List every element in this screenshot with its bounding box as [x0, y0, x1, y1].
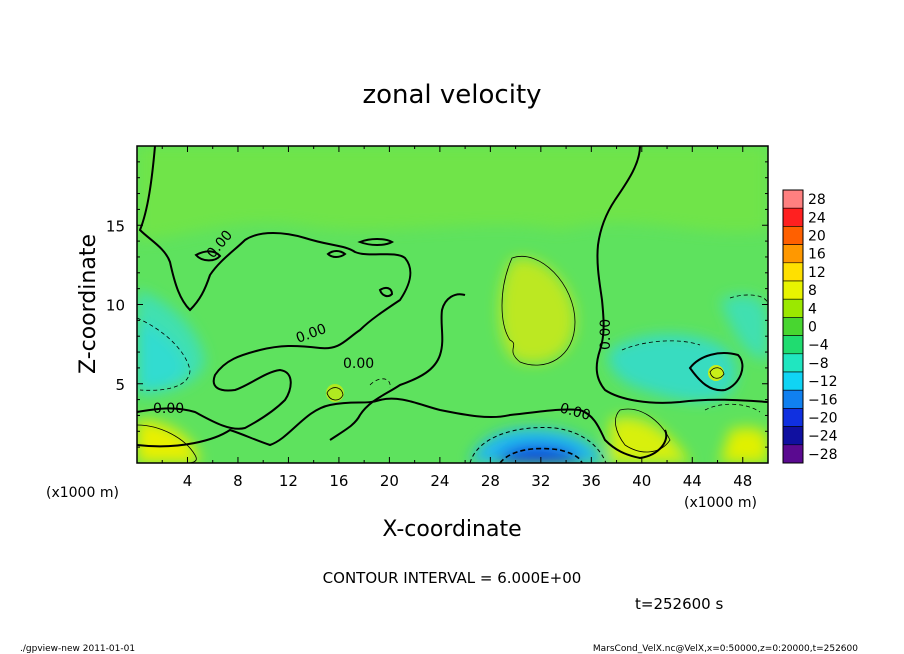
- x-axis: 4 8 12 16 20 24 28 32 36 40 44 48: [161, 146, 752, 490]
- contour-zero-mid: [137, 397, 668, 460]
- field-region-yellow-left: [137, 420, 200, 463]
- footer-right: MarsCond_VelX.nc@VelX,x=0:50000,z=0:2000…: [593, 644, 858, 654]
- contour-pos-right: [615, 408, 671, 453]
- footer-left: ./gpview-new 2011-01-01: [20, 644, 135, 654]
- contour-neg-left: [137, 317, 191, 391]
- field-spot-right: [708, 365, 724, 381]
- contour-lines: [137, 146, 768, 463]
- x-tick-label: 48: [733, 472, 752, 490]
- colorbar-swatch: [782, 335, 804, 355]
- colorbar-label: 16: [808, 247, 826, 263]
- x-tick-label: 16: [329, 472, 348, 490]
- contour-zero-island1: [357, 238, 395, 246]
- colorbar-label: −20: [808, 411, 838, 427]
- contour-neg-right3: [704, 403, 761, 413]
- colorbar-label: −28: [808, 447, 838, 463]
- field-region-cyan-right2: [720, 295, 768, 360]
- colorbar-swatch: [782, 389, 804, 409]
- contour-neg-blue-inner: [499, 447, 583, 463]
- colorbar-label: −8: [808, 356, 829, 372]
- contour-label: 0.00: [558, 400, 592, 424]
- colorbar-swatch: [782, 244, 804, 264]
- contour-label: 0.00: [153, 401, 184, 417]
- colorbar-label: 28: [808, 192, 826, 208]
- x-tick-label: 40: [632, 472, 651, 490]
- colorbar-label: −24: [808, 429, 838, 445]
- field-spot-left: [326, 384, 344, 402]
- contour-zero-right: [595, 146, 768, 404]
- colorbar-swatch: [782, 262, 804, 282]
- x-unit-label-right: (x1000 m): [684, 495, 757, 511]
- y-tick-label: 15: [106, 217, 125, 235]
- colorbar-swatch: [782, 298, 804, 318]
- x-tick-label: 36: [582, 472, 601, 490]
- contour-zero-island2: [194, 250, 222, 262]
- x-unit-label-left: (x1000 m): [46, 485, 119, 501]
- field-region-yellow-center: [499, 258, 575, 364]
- colorbar-label: −16: [808, 392, 838, 408]
- contour-neg-right: [621, 340, 701, 351]
- colorbar-label: 24: [808, 210, 826, 226]
- field-region-yellow-right: [610, 417, 690, 463]
- x-tick-label: 4: [183, 472, 193, 490]
- colorbar-label: −4: [808, 338, 829, 354]
- chart-title: zonal velocity: [362, 80, 541, 110]
- colorbar-swatch: [782, 444, 804, 464]
- contour-interval-text: CONTOUR INTERVAL = 6.000E+00: [323, 569, 582, 587]
- field-region-cyan-left-core: [137, 320, 185, 389]
- contour-zero-main: [137, 146, 412, 430]
- x-tick-label: 8: [233, 472, 243, 490]
- contour-pos-center: [501, 256, 576, 366]
- contour-zero-island4: [378, 286, 394, 298]
- colorbar-swatch: [782, 280, 804, 300]
- contour-zero-island3: [326, 250, 347, 258]
- x-tick-label: 32: [531, 472, 550, 490]
- colorbar-label: −12: [808, 374, 838, 390]
- colorbar-label: 4: [808, 301, 817, 317]
- colorbar-swatch: [782, 371, 804, 391]
- plot-area: [137, 146, 768, 463]
- x-tick-label: 12: [279, 472, 298, 490]
- colorbar-swatch: [782, 189, 804, 209]
- y-axis-title: Z-coordinate: [76, 234, 101, 374]
- colorbar: 28 24 20 16 12 8 4 0 −4 −8 −12 −16 −20 −24 −28: [782, 189, 838, 464]
- x-tick-label: 24: [430, 472, 449, 490]
- y-axis: 5 10 15: [106, 161, 768, 448]
- colorbar-swatch: [782, 317, 804, 336]
- colorbar-swatch: [782, 426, 804, 446]
- colorbar-label: 8: [808, 283, 817, 299]
- field-region-top: [137, 146, 768, 240]
- colorbar-swatch: [782, 207, 804, 227]
- x-tick-label: 44: [683, 472, 702, 490]
- colorbar-label: 12: [808, 265, 826, 281]
- contour-zero-right-loop: [688, 352, 744, 392]
- field-region-yellow-right2: [720, 427, 768, 463]
- time-text: t=252600 s: [635, 595, 723, 613]
- colorbar-swatch: [782, 353, 804, 373]
- y-tick-label: 10: [106, 297, 125, 315]
- contour-pos-right2: [709, 367, 725, 379]
- contour-label: 0.00: [598, 319, 614, 350]
- colorbar-swatch: [782, 226, 804, 245]
- contour-label: 0.00: [343, 356, 374, 372]
- colorbar-frame: [782, 189, 804, 464]
- colorbar-label: 0: [808, 320, 817, 336]
- x-axis-title: X-coordinate: [382, 517, 521, 542]
- contour-neg-blue: [469, 427, 607, 463]
- colorbar-swatch: [782, 408, 804, 427]
- contour-zero-center: [329, 293, 466, 441]
- x-tick-label: 20: [380, 472, 399, 490]
- y-tick-label: 5: [115, 376, 125, 394]
- contour-neg-small: [369, 378, 391, 389]
- contour-pos-spot: [326, 387, 344, 401]
- x-tick-label: 28: [481, 472, 500, 490]
- colorbar-label: 20: [808, 229, 826, 245]
